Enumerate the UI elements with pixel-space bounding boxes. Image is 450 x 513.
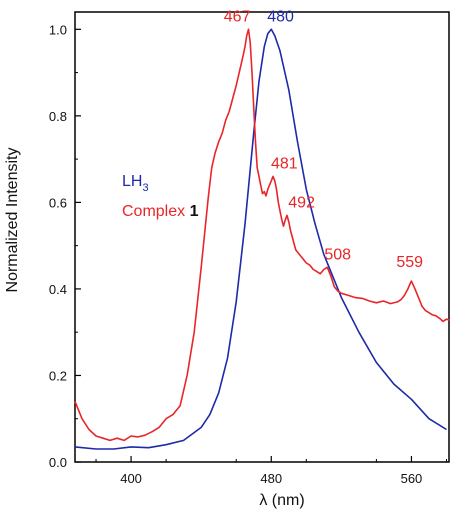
peak-label: 492 xyxy=(288,194,315,211)
plot-area xyxy=(74,11,450,463)
legend: LH3 Complex 1 xyxy=(122,173,199,220)
series-layer xyxy=(74,28,450,450)
x-tick-label: 400 xyxy=(120,471,142,486)
x-tick-label: 560 xyxy=(401,471,423,486)
x-tick-label: 480 xyxy=(260,471,282,486)
series-line-complex-1 xyxy=(74,28,450,442)
y-tick-label: 0.8 xyxy=(49,109,67,124)
y-tick-label: 0.2 xyxy=(49,368,67,383)
axes: λ (nm) Normalized Intensity 0.0 0.2 0.4 0.6… xyxy=(4,22,447,509)
legend-entry: LH3 xyxy=(122,173,149,194)
peak-label: 480 xyxy=(267,8,294,25)
y-tick-label: 0.4 xyxy=(49,282,67,297)
peak-label: 467 xyxy=(224,8,251,25)
peak-label: 559 xyxy=(396,254,423,271)
series-line-lh3 xyxy=(74,28,447,450)
y-tick-label: 0.6 xyxy=(49,195,67,210)
y-axis-title: Normalized Intensity xyxy=(4,148,21,293)
peak-label: 508 xyxy=(324,246,351,263)
y-tick-label: 1.0 xyxy=(49,22,67,37)
legend-entry: Complex 1 xyxy=(122,203,199,220)
peak-annotations: 467 480 481 492 508 559 xyxy=(224,8,423,271)
plot-frame xyxy=(74,11,450,463)
x-axis-title: λ (nm) xyxy=(259,492,304,509)
y-tick-label: 0.0 xyxy=(49,455,67,470)
peak-label: 481 xyxy=(271,155,298,172)
